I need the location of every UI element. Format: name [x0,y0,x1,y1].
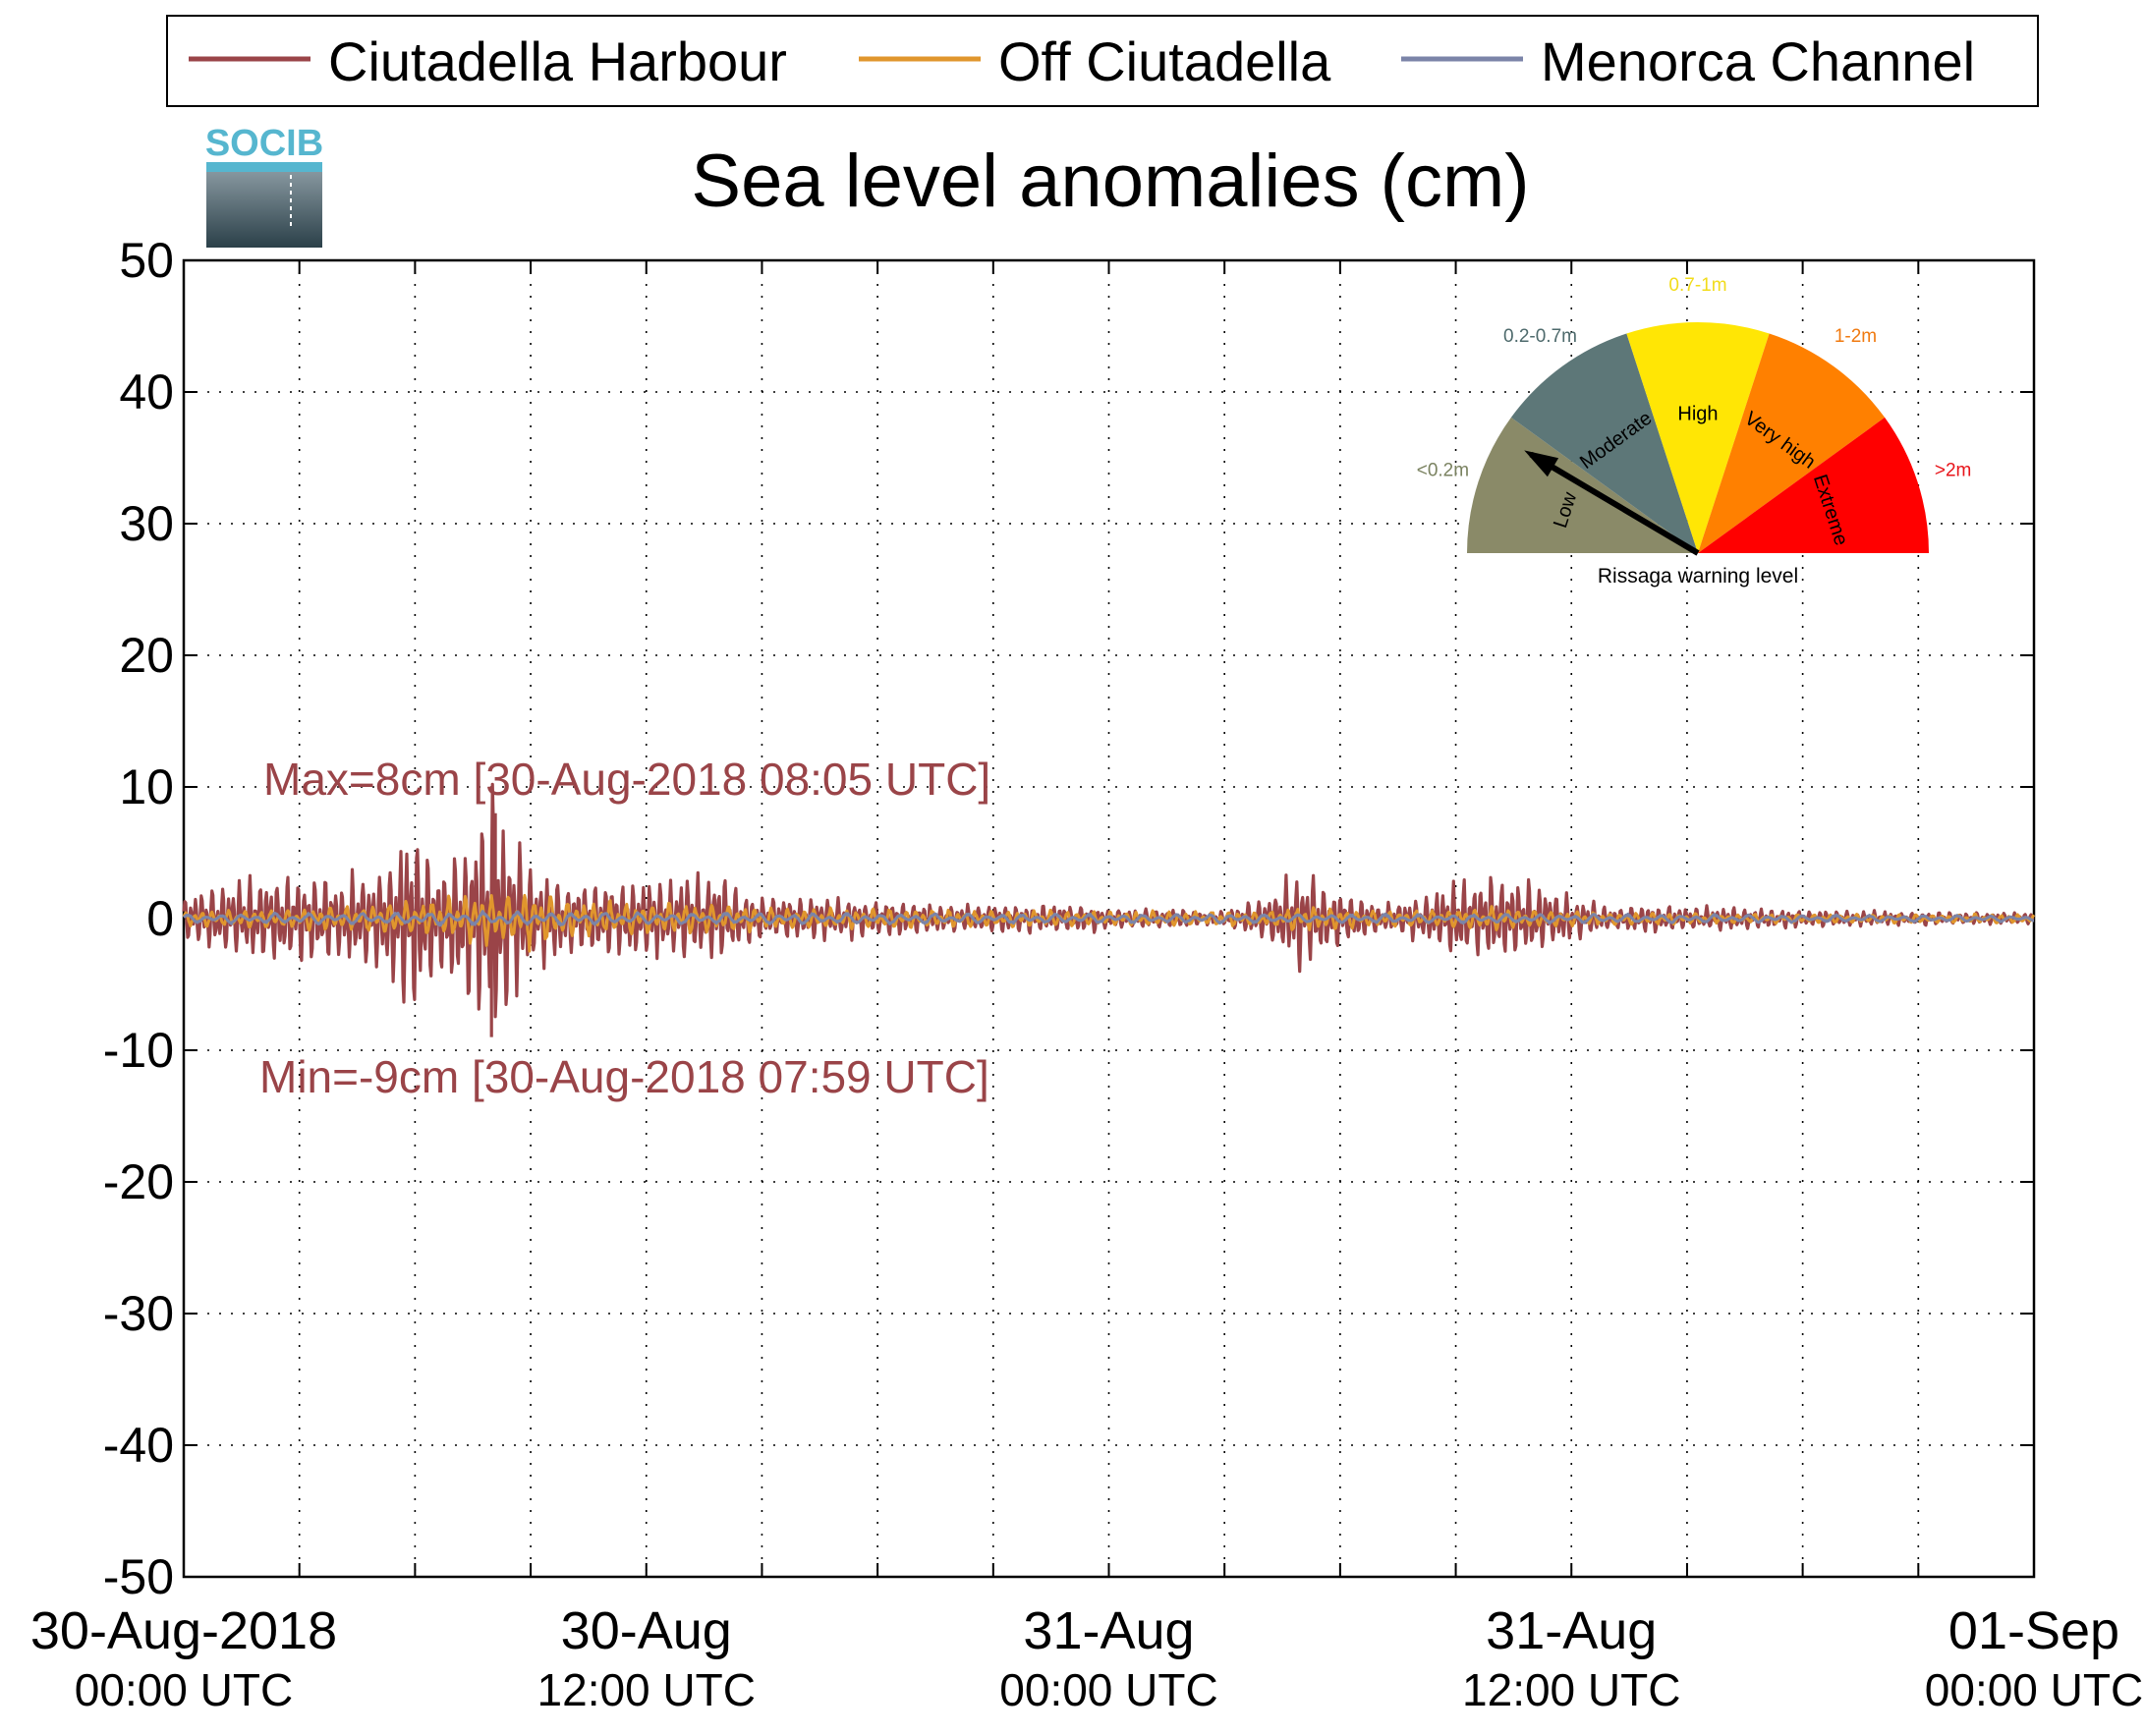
legend: Ciutadella Harbour Off Ciutadella Menorc… [166,15,2039,107]
y-tick-label: 50 [119,233,174,288]
gauge-segment-high [1626,322,1770,553]
max-annotation: Max=8cm [30-Aug-2018 08:05 UTC] [263,754,990,805]
gauge-range-very-high: 1-2m [1835,326,1877,347]
series-group [182,782,2036,1037]
grid [184,260,2034,1577]
y-tick-label: -10 [103,1023,174,1078]
x-tick-sublabel: 12:00 UTC [537,1664,756,1715]
socib-logo: SOCIB [205,123,323,248]
series-menorca-channel [182,910,2035,927]
x-tick-label: 30-Aug [561,1601,732,1660]
x-tick-label: 01-Sep [1948,1601,2119,1660]
chart-title: Sea level anomalies (cm) [691,140,1529,223]
x-tick-sublabel: 00:00 UTC [999,1664,1217,1715]
gauge-caption: Rissaga warning level [1598,565,1798,588]
gauge-word-high: High [1677,403,1718,424]
gauge-needle [1529,451,1700,556]
x-tick-sublabel: 00:00 UTC [1925,1664,2143,1715]
y-tick-label: -20 [103,1154,174,1209]
x-tick-sublabel: 00:00 UTC [75,1664,293,1715]
x-tick-label: 31-Aug [1023,1601,1194,1660]
gauge-range-high: 0.7-1m [1668,275,1726,296]
y-tick-label: 0 [146,891,174,946]
legend-label-menorca-channel: Menorca Channel [1541,30,1975,92]
gauge-needle-head [1524,450,1559,477]
y-tick-label: 30 [119,496,174,551]
x-tick-label: 30-Aug-2018 [30,1601,337,1660]
y-tick-label: 20 [119,628,174,683]
x-tick-label: 31-Aug [1486,1601,1657,1660]
gauge-range-extreme: >2m [1935,461,1972,481]
gauge-range-moderate: 0.2-0.7m [1503,326,1577,347]
gauge-segment-very-high [1698,333,1886,553]
y-tick-label: -40 [103,1418,174,1473]
legend-box [166,15,2039,107]
x-tick-sublabel: 12:00 UTC [1462,1664,1680,1715]
socib-logo-text: SOCIB [205,123,323,164]
y-tick-label: -50 [103,1549,174,1604]
y-tick-label: 10 [119,759,174,814]
legend-label-ciutadella-harbour: Ciutadella Harbour [328,30,787,92]
y-axis: 50 40 30 20 10 0 -10 -20 -30 -40 -50 [103,233,2034,1604]
min-annotation: Min=-9cm [30-Aug-2018 07:59 UTC] [259,1051,989,1102]
gauge-range-low: <0.2m [1417,461,1469,481]
legend-label-off-ciutadella: Off Ciutadella [998,30,1331,92]
y-tick-label: -30 [103,1286,174,1341]
gauge-segment-extreme [1698,417,1929,553]
gauge-segment-moderate [1510,333,1698,553]
y-tick-label: 40 [119,364,174,420]
